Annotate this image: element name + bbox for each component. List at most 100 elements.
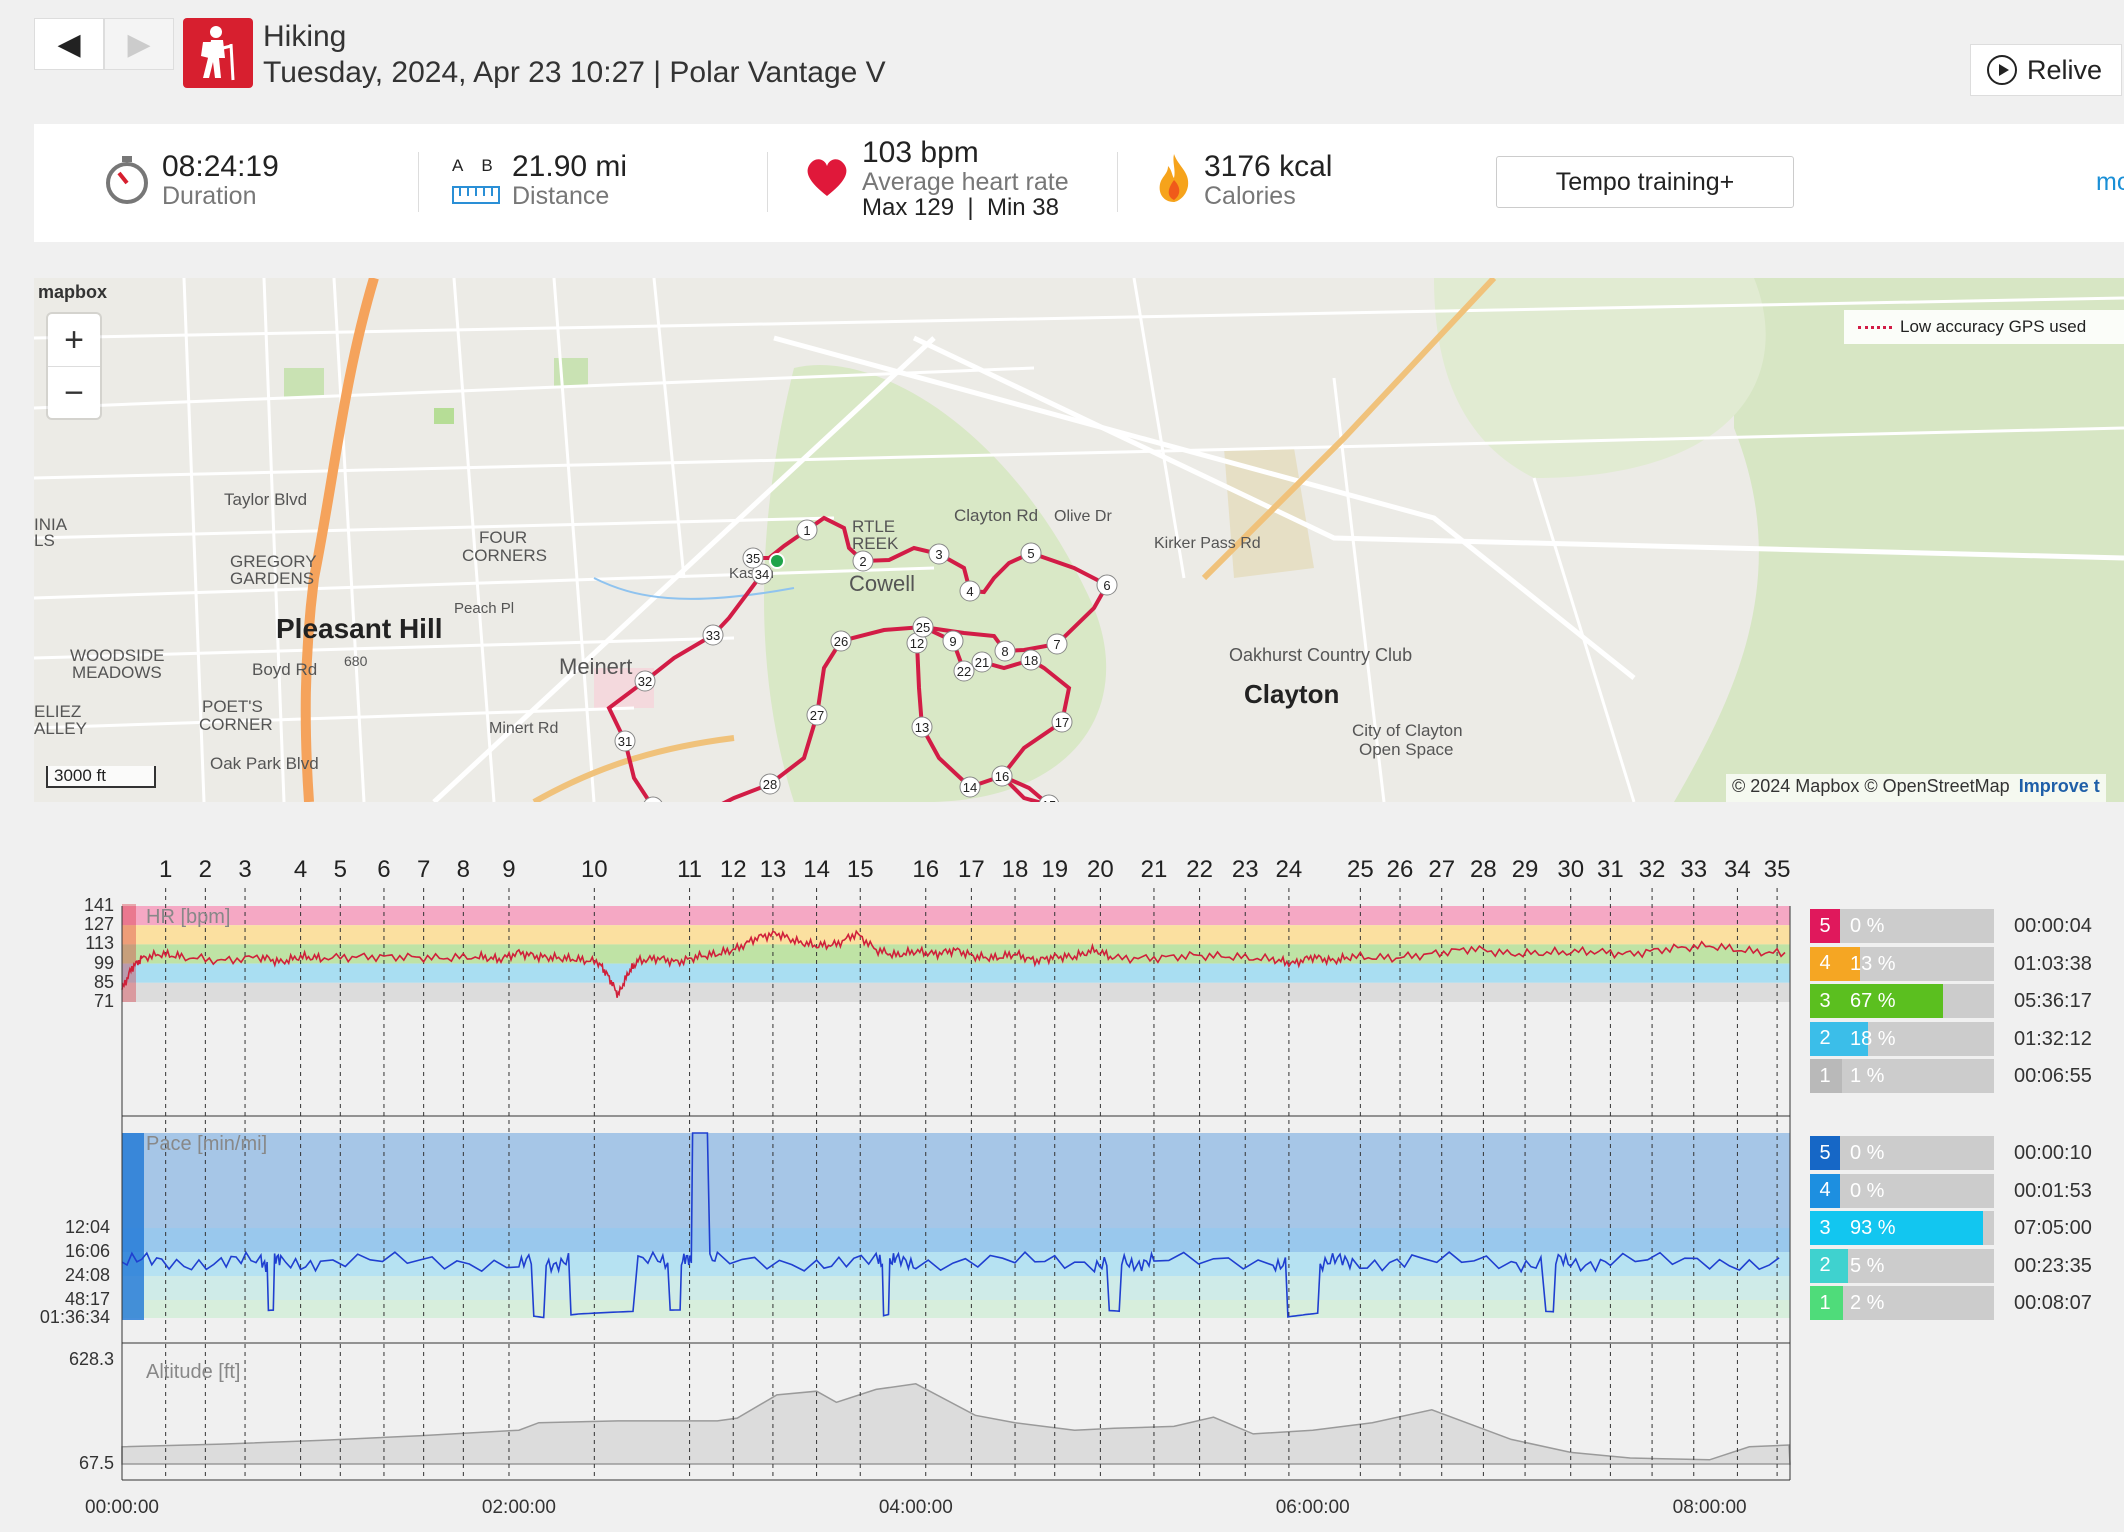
lap-marker[interactable]: 4 (959, 580, 981, 602)
lap-number[interactable]: 4 (293, 856, 308, 883)
lap-marker[interactable]: 6 (1096, 574, 1118, 596)
lap-number[interactable]: 5 (333, 856, 347, 883)
back-button[interactable]: ◀ (34, 18, 104, 70)
zone-row[interactable]: 2 5 % (1810, 1248, 1994, 1283)
lap-marker[interactable]: 1 (796, 519, 818, 541)
lap-number[interactable]: 7 (416, 856, 431, 883)
lap-number[interactable]: 30 (1557, 856, 1585, 883)
lap-marker[interactable]: 16 (991, 765, 1013, 787)
route-map[interactable]: Pleasant HillContra CostaCentreMeinertCo… (34, 278, 2124, 802)
lap-marker[interactable]: 35 (742, 547, 764, 569)
lap-number[interactable]: 25 (1346, 856, 1374, 883)
zoom-control: + − (48, 314, 100, 418)
zone-row[interactable]: 4 0 % (1810, 1173, 1994, 1208)
lap-marker[interactable]: 9 (942, 630, 964, 652)
lap-number[interactable]: 17 (958, 856, 985, 883)
lap-marker[interactable]: 26 (830, 630, 852, 652)
lap-marker[interactable]: 2 (852, 550, 874, 572)
relive-button[interactable]: Relive (1970, 44, 2122, 96)
map-place-label: 680 (344, 653, 368, 669)
zone-number: 3 (1810, 1211, 1840, 1245)
zone-row[interactable]: 2 18 % (1810, 1021, 1994, 1056)
ruler-icon (452, 186, 500, 204)
lap-number[interactable]: 24 (1275, 856, 1303, 883)
lap-marker[interactable]: 25 (912, 616, 934, 638)
lap-number[interactable]: 16 (912, 856, 940, 883)
lap-number[interactable]: 8 (456, 856, 471, 883)
zone-row[interactable]: 5 0 % (1810, 909, 1994, 943)
zone-number: 5 (1810, 1136, 1840, 1170)
lap-number[interactable]: 19 (1041, 856, 1069, 883)
svg-text:22: 22 (957, 664, 971, 679)
lap-number[interactable]: 6 (377, 856, 391, 883)
lap-number[interactable]: 9 (502, 856, 516, 883)
hr-zone-band (122, 944, 1790, 964)
lap-marker[interactable]: 21 (971, 651, 993, 673)
lap-marker[interactable]: 30 (643, 796, 663, 802)
lap-marker[interactable]: 8 (994, 640, 1016, 662)
lap-marker[interactable]: 15 (1038, 794, 1060, 802)
zoom-out-button[interactable]: − (64, 373, 84, 412)
lap-number[interactable]: 32 (1638, 856, 1666, 883)
lap-number[interactable]: 14 (803, 856, 830, 883)
attribution-text[interactable]: © 2024 Mapbox © OpenStreetMap (1732, 776, 2010, 796)
lap-marker[interactable]: 13 (911, 716, 933, 738)
svg-text:33: 33 (706, 628, 720, 643)
lap-number[interactable]: 18 (1001, 856, 1029, 883)
lap-number[interactable]: 20 (1087, 856, 1114, 883)
lap-marker[interactable]: 28 (759, 773, 781, 795)
svg-text:21: 21 (975, 655, 989, 670)
lap-number[interactable]: 2 (198, 856, 213, 883)
more-link[interactable]: mo (2096, 168, 2124, 196)
lap-number[interactable]: 33 (1680, 856, 1708, 883)
forward-button[interactable]: ▶ (104, 18, 174, 70)
lap-marker[interactable]: 14 (959, 776, 981, 798)
lap-number[interactable]: 11 (677, 856, 703, 883)
zone-row[interactable]: 1 2 % (1810, 1286, 1994, 1320)
lap-marker[interactable]: 22 (953, 660, 975, 682)
lap-marker[interactable]: 32 (634, 670, 656, 692)
zone-row[interactable]: 5 0 % (1810, 1136, 1994, 1170)
lap-marker[interactable]: 33 (702, 624, 724, 646)
lap-number[interactable]: 3 (238, 856, 252, 883)
lap-number[interactable]: 35 (1763, 856, 1791, 883)
lap-number[interactable]: 29 (1511, 856, 1539, 883)
lap-marker[interactable]: 18 (1020, 649, 1042, 671)
lap-number[interactable]: 21 (1140, 856, 1168, 883)
svg-text:34: 34 (755, 567, 769, 582)
map-place-label: City of Clayton (1352, 721, 1463, 740)
lap-number[interactable]: 31 (1597, 856, 1624, 883)
lap-number[interactable]: 10 (580, 856, 608, 883)
lap-marker[interactable]: 5 (1020, 542, 1042, 564)
hr-y-tick: 127 (83, 914, 114, 935)
lap-number[interactable]: 1 (158, 856, 173, 883)
svg-text:5: 5 (1027, 546, 1034, 561)
map-place-label: FOUR (479, 528, 527, 547)
lap-number[interactable]: 15 (846, 856, 874, 883)
lap-marker[interactable]: 27 (806, 704, 828, 726)
improve-map-link[interactable]: Improve t (2018, 776, 2100, 796)
svg-text:25: 25 (916, 620, 930, 635)
zone-row[interactable]: 3 67 % (1810, 984, 1994, 1018)
lap-number[interactable]: 12 (719, 856, 747, 883)
lap-number[interactable]: 22 (1186, 856, 1213, 883)
lap-marker[interactable]: 3 (928, 543, 950, 565)
lap-marker[interactable]: 7 (1046, 633, 1068, 655)
lap-number[interactable]: 13 (759, 856, 787, 883)
dotted-line-icon (1858, 325, 1892, 329)
lap-marker[interactable]: 17 (1051, 711, 1073, 733)
zone-time: 00:08:07 (2014, 1292, 2092, 1314)
lap-number[interactable]: 28 (1470, 856, 1497, 883)
lap-marker[interactable]: 34 (751, 563, 773, 585)
zone-percent: 18 % (1850, 1027, 1896, 1050)
zone-row[interactable]: 3 93 % (1810, 1211, 1994, 1245)
zoom-in-button[interactable]: + (48, 314, 100, 367)
lap-number[interactable]: 34 (1724, 856, 1751, 883)
lap-number[interactable]: 27 (1428, 856, 1456, 883)
lap-marker[interactable]: 31 (614, 730, 636, 752)
training-benefit-button[interactable]: Tempo training+ (1496, 156, 1794, 208)
zone-row[interactable]: 4 13 % (1810, 946, 1994, 981)
lap-number[interactable]: 26 (1386, 856, 1414, 883)
zone-row[interactable]: 1 1 % (1810, 1059, 1994, 1093)
lap-number[interactable]: 23 (1231, 856, 1259, 883)
